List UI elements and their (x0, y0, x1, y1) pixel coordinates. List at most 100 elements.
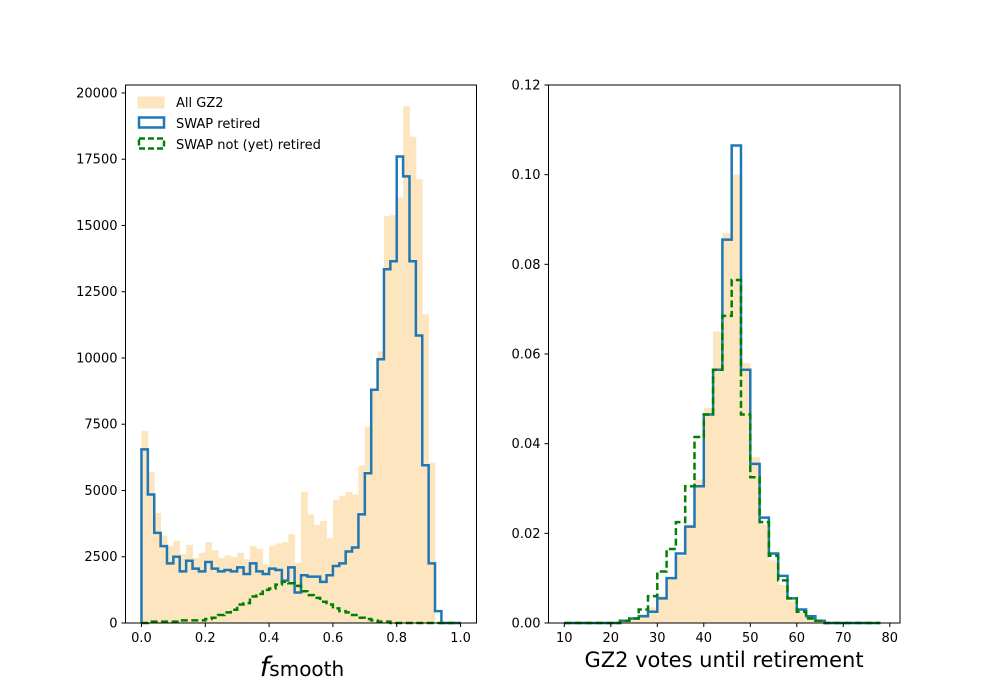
histogram-bar (307, 514, 315, 623)
x-axis-label: GZ2 votes until retirement (584, 648, 863, 672)
histogram-bar (796, 611, 807, 623)
histogram-bar (224, 555, 232, 623)
histogram-bar (275, 543, 283, 623)
legend: All GZ2 SWAP retired SWAP not (yet) reti… (137, 96, 321, 153)
histogram-bar (731, 174, 742, 623)
x-tick-label: 70 (835, 631, 852, 646)
histogram-bar (237, 552, 244, 623)
histogram-bar (288, 534, 296, 623)
histogram-bar (403, 106, 410, 624)
x-tick-label: 40 (696, 631, 713, 646)
y-axis-ticks: 0 2500 5000 7500 10000 12500 15000 17500 20000 (76, 86, 126, 632)
histogram-bar (339, 495, 347, 623)
histogram-bar (230, 556, 238, 623)
histogram-bar (806, 618, 816, 623)
histogram-bar (173, 540, 181, 623)
y-tick-label: 10000 (76, 351, 117, 366)
x-tick-label: 1.0 (450, 631, 471, 646)
histogram-bar (166, 546, 174, 623)
y-tick-label: 0.06 (512, 348, 541, 363)
histogram-bar (160, 535, 168, 623)
swap-not-retired-step-line (141, 580, 461, 625)
histogram-bar (218, 558, 225, 623)
histogram-bar (629, 618, 640, 623)
y-tick-label: 20000 (76, 86, 117, 101)
x-axis-label: fsmooth (260, 652, 344, 683)
fsmooth-histogram-panel: 0.0 0.2 0.4 0.6 0.8 1.0 0 2500 5000 7500 10000 125… (76, 84, 477, 683)
histogram-bar (675, 555, 686, 623)
y-tick-label: 12500 (76, 285, 117, 300)
histogram-bar (320, 520, 327, 623)
swap-retired-step-line (140, 155, 461, 625)
x-tick-label: 50 (742, 631, 759, 646)
histogram-bar (243, 559, 251, 623)
swap-not-retired-step-line (564, 278, 881, 625)
y-tick-label: 0.10 (512, 168, 541, 183)
histogram-bar (198, 552, 206, 623)
histogram-bar (256, 548, 264, 623)
histogram-bar (778, 584, 788, 623)
histogram-bar (740, 362, 751, 623)
y-tick-label: 0.04 (512, 437, 541, 452)
histogram-bar (154, 513, 161, 623)
histogram-bar (179, 554, 187, 623)
histogram-bar (657, 596, 667, 623)
votes-histogram-panel: 10 20 30 40 50 60 70 80 0.00 0.02 0.04 0.06 0.08 0.1… (512, 79, 901, 672)
series-lines (140, 155, 461, 625)
histogram-bar (647, 607, 658, 623)
histogram-bar (326, 538, 334, 623)
x-tick-label: 0.8 (386, 631, 407, 646)
histogram-bar (383, 216, 391, 623)
x-tick-label: 0.6 (323, 631, 344, 646)
histogram-bar (768, 560, 779, 623)
y-tick-label: 0 (109, 617, 117, 632)
x-tick-label: 20 (603, 631, 620, 646)
histogram-bar (390, 214, 398, 624)
histogram-bar (377, 351, 385, 623)
legend-swatch-swap-not-retired (137, 137, 166, 150)
histogram-bar (415, 179, 423, 623)
histogram-bar (694, 479, 705, 623)
x-tick-label: 10 (556, 631, 573, 646)
series-lines (564, 144, 881, 625)
legend-label-swap-retired: SWAP retired (176, 117, 260, 132)
x-axis-ticks: 10 20 30 40 50 60 70 80 (556, 623, 898, 646)
y-tick-label: 0.12 (512, 79, 541, 94)
x-tick-label: 0.4 (259, 631, 280, 646)
legend-swatch-swap-retired (137, 116, 166, 129)
legend-label-all-gz2: All GZ2 (176, 96, 224, 111)
histogram-bar (364, 426, 372, 623)
y-axis-ticks: 0.00 0.02 0.04 0.06 0.08 0.10 0.12 (512, 79, 549, 632)
x-tick-label: 30 (649, 631, 666, 646)
histogram-bar (211, 550, 219, 623)
y-tick-label: 0.08 (512, 258, 541, 273)
histogram-bar (192, 558, 200, 623)
x-axis-ticks: 0.0 0.2 0.4 0.6 0.8 1.0 (131, 623, 471, 646)
histogram-bar (313, 524, 321, 623)
histogram-bar (703, 407, 714, 623)
histogram-bar (332, 499, 340, 623)
x-tick-label: 0.0 (131, 631, 152, 646)
histogram-bar (428, 462, 436, 623)
histogram-bar (759, 524, 770, 623)
legend-swatch-all-gz2 (137, 96, 165, 109)
histogram-bar (422, 314, 430, 623)
histogram-bar (301, 491, 308, 623)
all-gz2-bars (620, 174, 826, 623)
y-tick-label: 15000 (76, 219, 117, 234)
plot-frame (125, 84, 477, 624)
histogram-bar (345, 491, 353, 623)
y-tick-label: 5000 (84, 484, 117, 499)
histogram-bar (186, 544, 193, 623)
histogram-bar (358, 465, 366, 623)
x-tick-label: 80 (881, 631, 898, 646)
x-tick-label: 0.2 (195, 631, 216, 646)
histogram-bar (750, 457, 760, 623)
histogram-bar (205, 542, 213, 623)
histogram-bar (722, 232, 733, 623)
histogram-bar (713, 331, 723, 623)
histogram-bar (147, 471, 155, 623)
y-tick-label: 2500 (84, 550, 117, 565)
y-tick-label: 0.00 (512, 617, 541, 632)
